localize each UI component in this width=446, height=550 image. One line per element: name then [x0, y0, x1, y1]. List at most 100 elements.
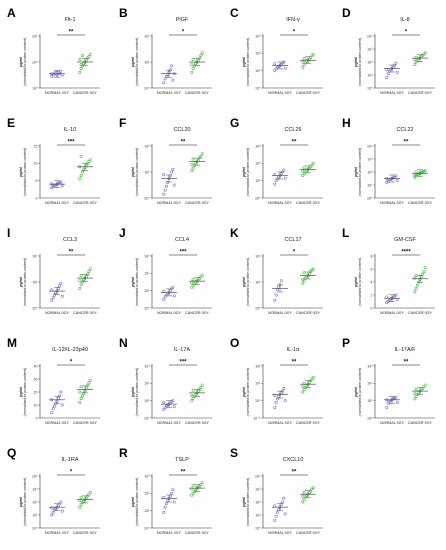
panel-n: N IL-17A pg/ml(normalised to protein conte…: [112, 330, 223, 438]
panel-letter: G: [230, 116, 239, 130]
y-tick-label: 10¹: [144, 289, 150, 293]
x-group-label-cancer: CANCER 0GY: [408, 311, 433, 315]
y-axis-label-unit: pg/ml: [19, 57, 23, 67]
panel-title: IL-17A/F: [394, 347, 416, 353]
y-tick-label: 10³: [144, 474, 150, 478]
x-group-label-normal: NORMAL 0GY: [156, 421, 181, 425]
plot-c: C IFN-γ pg/ml(normalised to protein conten…: [230, 6, 323, 95]
data-point-normal: [50, 411, 54, 415]
y-axis-label: pg/ml(normalised to protein content): [19, 478, 27, 527]
panel-letter: H: [342, 116, 351, 130]
data-point-normal: [393, 174, 397, 178]
y-axis-label-note: (normalised to protein content): [135, 258, 139, 307]
data-point-normal: [172, 500, 176, 504]
data-point-normal: [51, 407, 55, 411]
data-point-cancer: [414, 55, 418, 59]
data-point-normal: [50, 513, 54, 517]
y-axis-label-unit: pg/ml: [242, 387, 246, 397]
data-point-cancer: [301, 500, 305, 504]
significance-label: ***: [67, 140, 75, 146]
panel-title: Flt-1: [65, 17, 76, 23]
data-point-cancer: [87, 55, 91, 59]
data-point-cancer: [79, 154, 83, 158]
data-point-normal: [393, 395, 397, 399]
y-axis-label-unit: pg/ml: [19, 387, 23, 397]
panel-letter: O: [230, 336, 239, 350]
y-axis-label: pg/ml(normalised to protein content): [242, 148, 250, 197]
panel-letter: J: [119, 226, 126, 240]
y-axis-label-unit: pg/ml: [242, 167, 246, 177]
y-tick-label: 10¹: [367, 183, 373, 187]
panel-letter: P: [342, 336, 350, 350]
data-point-cancer: [200, 273, 204, 277]
y-tick-label: 10⁴: [255, 474, 261, 478]
y-axis-label-note: (normalised to protein content): [135, 38, 139, 87]
y-tick-label: 10²: [144, 382, 150, 386]
x-group-label-normal: NORMAL 0GY: [45, 201, 70, 205]
data-point-cancer: [301, 277, 305, 281]
y-tick-label: 10¹: [32, 280, 38, 284]
x-group-label-normal: NORMAL 0GY: [268, 421, 293, 425]
significance-label: ***: [179, 360, 187, 366]
x-group-label-cancer: CANCER 0GY: [296, 421, 321, 425]
y-tick-label: 10²: [367, 382, 373, 386]
data-point-cancer: [200, 51, 204, 55]
y-axis-label-unit: pg/ml: [131, 57, 135, 67]
data-point-cancer: [189, 393, 193, 397]
x-group-label-cancer: CANCER 0GY: [185, 91, 210, 95]
y-tick-label: 10⁴: [32, 474, 38, 478]
data-point-cancer: [191, 166, 195, 170]
data-point-normal: [59, 69, 63, 73]
data-point-normal: [273, 504, 277, 508]
panel-letter: D: [342, 6, 351, 20]
y-tick-label: 20: [34, 390, 38, 394]
data-point-normal: [170, 78, 174, 82]
y-tick-label: 10⁴: [366, 34, 372, 38]
data-point-cancer: [80, 170, 84, 174]
significance-label: **: [403, 360, 408, 366]
y-tick-label: 10²: [255, 500, 261, 504]
data-point-cancer: [200, 383, 204, 387]
data-point-normal: [283, 512, 287, 516]
data-point-normal: [395, 70, 399, 74]
data-point-cancer: [191, 67, 195, 71]
plot-p: P IL-17A/F pg/ml(normalised to protein con…: [342, 336, 435, 425]
data-point-cancer: [79, 173, 83, 177]
data-point-cancer: [419, 275, 423, 279]
panel-letter: C: [230, 6, 239, 20]
x-group-label-cancer: CANCER 0GY: [185, 201, 210, 205]
data-point-normal: [384, 295, 388, 299]
data-point-cancer: [414, 170, 418, 174]
y-axis-label: pg/ml(normalised to protein content): [242, 478, 250, 527]
data-point-cancer: [82, 391, 86, 395]
data-point-normal: [282, 387, 286, 391]
data-point-cancer: [302, 271, 306, 275]
data-point-cancer: [78, 287, 82, 291]
data-point-cancer: [78, 390, 82, 394]
y-axis-label: pg/ml(normalised to protein content): [19, 148, 27, 197]
panel-title: IL-8: [400, 17, 409, 23]
data-point-cancer: [88, 52, 92, 56]
data-point-normal: [275, 510, 279, 514]
panel-r: R TSLP pg/ml(normalised to protein content…: [112, 440, 223, 548]
data-point-normal: [50, 288, 54, 292]
data-point-cancer: [189, 70, 193, 74]
data-point-normal: [169, 170, 173, 174]
y-axis-label: pg/ml(normalised to protein content): [19, 258, 27, 307]
data-point-cancer: [189, 399, 193, 403]
y-axis-label-note: (normalised to protein content): [135, 368, 139, 417]
data-point-cancer: [415, 59, 419, 63]
y-tick-label: 10⁻¹: [253, 416, 261, 420]
data-point-normal: [384, 76, 388, 80]
y-axis-label: pg/ml(normalised to protein content): [354, 368, 362, 417]
y-axis-label-note: (normalised to protein content): [135, 148, 139, 197]
plot-q: Q IL-1RA pg/ml(normalised to protein conte…: [7, 446, 100, 535]
y-tick-label: 6: [370, 267, 372, 271]
data-point-normal: [161, 81, 165, 85]
y-axis-label: pg/ml(normalised to protein content): [354, 258, 362, 307]
data-point-cancer: [87, 270, 91, 274]
data-point-cancer: [423, 169, 427, 173]
panel-o: O IL-1α pg/ml(normalised to protein conten…: [223, 330, 334, 438]
y-axis-label: pg/ml(normalised to protein content): [19, 368, 27, 417]
y-tick-label: 10⁰: [367, 86, 373, 90]
